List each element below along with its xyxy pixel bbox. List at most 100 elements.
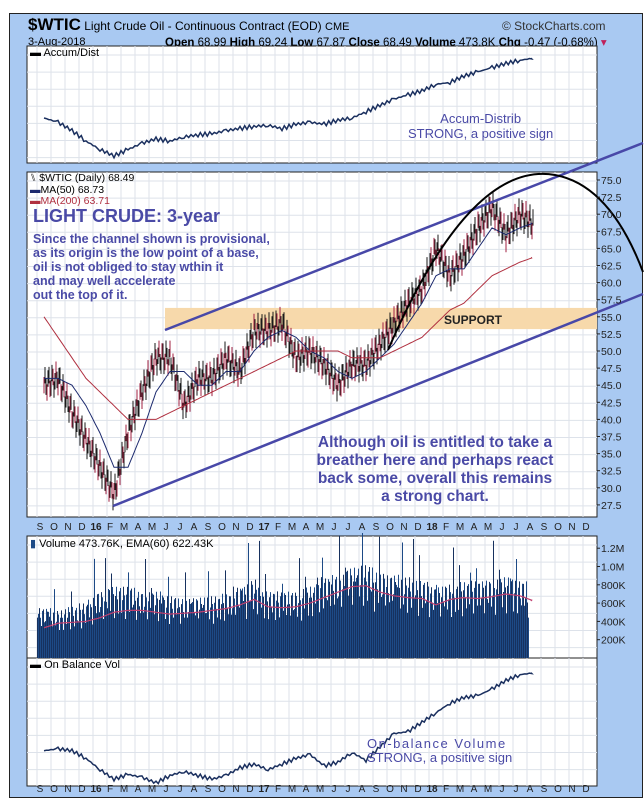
x-tick-label: O <box>218 522 226 533</box>
y-tick-label: 47.5 <box>601 363 622 375</box>
x-tick-label: O <box>50 522 58 533</box>
x-tick-label: J <box>500 784 505 795</box>
x-tick-label: N <box>64 522 71 533</box>
y-tick-label: 40.0 <box>601 414 622 426</box>
x-tick-label: A <box>191 784 198 795</box>
note-line: Although oil is entitled to take a <box>317 434 553 451</box>
note-line: Since the channel shown is provisional, <box>33 232 270 246</box>
accum-note: Accum-Distrib STRONG, a positive sign <box>408 111 553 141</box>
x-tick-label: O <box>386 522 394 533</box>
ma200-legend: MA(200) 63.71 <box>40 195 110 207</box>
x-tick-label: A <box>359 522 366 533</box>
x-tick-label: M <box>148 784 156 795</box>
price-legend: ⑊ $WTIC (Daily) 68.49 ▬MA(50) 68.73 ▬MA(… <box>30 172 135 207</box>
x-tick-label: A <box>303 522 310 533</box>
accum-legend-text: Accum/Dist <box>43 47 100 59</box>
x-tick-label: F <box>443 522 449 533</box>
y-tick-label: 32.5 <box>601 466 622 478</box>
y-tick-label: 70.0 <box>601 209 622 221</box>
note-line: back some, overall this remains <box>317 470 553 487</box>
y-tick-label: 37.5 <box>601 432 622 444</box>
note-line: as its origin is the low point of a base… <box>33 246 259 260</box>
x-tick-label: J <box>164 522 169 533</box>
x-tick-label: J <box>332 784 337 795</box>
x-tick-label: F <box>275 522 281 533</box>
support-label: SUPPORT <box>444 313 503 327</box>
x-tick-label: J <box>346 784 351 795</box>
x-tick-label: D <box>78 522 85 533</box>
ma200-line <box>43 256 533 420</box>
x-tick-label: O <box>554 522 562 533</box>
x-tick-label: A <box>471 522 478 533</box>
quote-date: 3-Aug-2018 <box>28 36 86 48</box>
volume-legend-text: Volume 473.76K, EMA(60) 622.43K <box>39 538 214 550</box>
x-tick-label: F <box>275 784 281 795</box>
x-tick-label: J <box>514 784 519 795</box>
x-tick-label: J <box>346 522 351 533</box>
y-tick-label: 30.0 <box>601 483 622 495</box>
x-tick-label: M <box>148 522 156 533</box>
x-tick-label: 16 <box>90 784 102 795</box>
annotation-bottom: Although oil is entitled to take a breath… <box>285 434 585 506</box>
x-tick-label: S <box>37 784 44 795</box>
x-tick-label: O <box>50 784 58 795</box>
x-tick-label: S <box>541 522 548 533</box>
x-tick-label: D <box>246 522 253 533</box>
y-tick-label: 42.5 <box>601 397 622 409</box>
ma50-legend: MA(50) 68.73 <box>40 183 105 196</box>
note-line: a strong chart. <box>381 488 489 505</box>
accum-legend: ▬ Accum/Dist <box>30 47 100 59</box>
x-tick-label: A <box>303 784 310 795</box>
symbol: $WTIC <box>28 15 81 34</box>
y-tick-label: 62.5 <box>601 261 622 273</box>
obv-note-line1: On-balance Volume <box>367 736 507 751</box>
y-tick-label: 27.5 <box>601 500 622 512</box>
x-tick-label: D <box>78 784 85 795</box>
x-tick-label: F <box>107 784 113 795</box>
x-tick-label: N <box>568 784 575 795</box>
x-tick-label: N <box>64 784 71 795</box>
x-tick-label: A <box>471 784 478 795</box>
x-tick-label: A <box>527 522 534 533</box>
x-tick-label: 18 <box>426 784 438 795</box>
x-tick-label: M <box>120 784 128 795</box>
obv-legend-text: On Balance Vol <box>44 659 120 671</box>
x-tick-label: S <box>37 522 44 533</box>
x-tick-label: S <box>541 784 548 795</box>
y-tick-label: 60.0 <box>601 278 622 290</box>
upper-channel-line <box>164 141 644 332</box>
y-tick-label: 52.5 <box>601 329 622 341</box>
x-tick-label: 18 <box>426 522 438 533</box>
panel-3 <box>26 657 598 787</box>
obv-line <box>43 672 534 785</box>
x-tick-label: J <box>178 784 183 795</box>
exchange: CME <box>325 21 350 33</box>
note-line: breather here and perhaps react <box>316 452 554 469</box>
x-tick-label: N <box>400 522 407 533</box>
note-line: out the top of it. <box>33 288 128 302</box>
y-tick-label: 200K <box>601 635 626 647</box>
x-tick-label: D <box>414 522 421 533</box>
y-tick-label: 45.0 <box>601 380 622 392</box>
annotation-note: Since the channel shown is provisional, a… <box>33 232 270 302</box>
x-tick-label: M <box>484 522 492 533</box>
y-tick-label: 67.5 <box>601 226 622 238</box>
y-tick-label: 400K <box>601 616 626 628</box>
down-triangle-icon: ▾ <box>600 37 607 49</box>
x-tick-label: M <box>316 784 324 795</box>
obv-note-line2: STRONG, a positive sign <box>367 750 513 765</box>
x-tick-label: D <box>246 784 253 795</box>
accum-note-line2: STRONG, a positive sign <box>408 126 554 141</box>
y-tick-label: 75.0 <box>601 175 622 187</box>
x-tick-label: F <box>107 522 113 533</box>
x-tick-label: N <box>400 784 407 795</box>
x-tick-label: A <box>359 784 366 795</box>
x-tick-label: 17 <box>258 784 270 795</box>
x-tick-label: 17 <box>258 522 270 533</box>
x-tick-label: F <box>443 784 449 795</box>
panel-0 <box>26 45 598 164</box>
x-tick-label: S <box>205 522 212 533</box>
arc-curve <box>387 172 644 351</box>
x-tick-label: N <box>232 522 239 533</box>
y-tick-label: 57.5 <box>601 295 622 307</box>
